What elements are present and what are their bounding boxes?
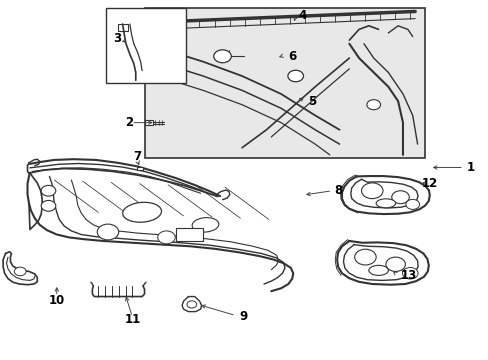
Text: 6: 6 [288,50,296,63]
Circle shape [41,185,56,196]
Circle shape [366,100,380,110]
Ellipse shape [375,199,395,208]
Bar [105,8,185,83]
Ellipse shape [192,217,219,232]
Text: 3: 3 [113,32,121,45]
Text: 2: 2 [125,116,133,129]
Bar [118,24,128,31]
Bar [144,120,153,126]
Circle shape [213,50,231,63]
Text: 5: 5 [307,95,316,108]
Text: 8: 8 [334,184,342,197]
Text: 9: 9 [239,310,247,323]
Circle shape [385,257,405,271]
Text: 1: 1 [466,161,473,174]
Circle shape [186,301,196,308]
Circle shape [97,224,119,240]
Text: 4: 4 [298,9,306,22]
Bar [137,167,143,170]
Circle shape [402,267,417,279]
Ellipse shape [122,202,161,222]
Ellipse shape [368,265,387,275]
Text: 10: 10 [48,294,65,307]
Text: 12: 12 [421,177,437,190]
Circle shape [287,70,303,82]
Bar [144,8,424,158]
Circle shape [158,231,175,244]
Circle shape [391,191,408,204]
Circle shape [361,183,382,199]
Text: 11: 11 [124,313,140,327]
Text: 7: 7 [133,150,141,163]
Circle shape [354,249,375,265]
Circle shape [405,199,419,210]
Circle shape [41,201,56,211]
Text: 13: 13 [400,269,416,282]
Circle shape [14,267,26,276]
Bar [176,228,203,241]
